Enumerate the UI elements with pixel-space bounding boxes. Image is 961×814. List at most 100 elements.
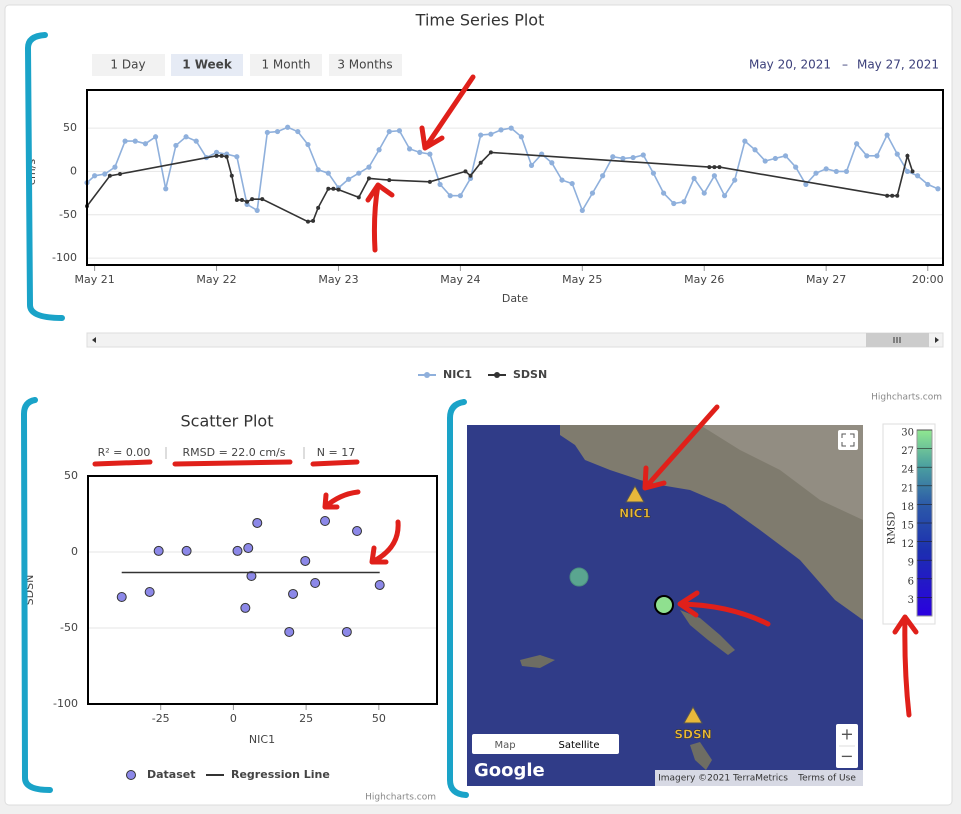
scatter-point	[153, 545, 164, 556]
credits[interactable]: Highcharts.com	[871, 393, 942, 403]
point	[843, 168, 850, 175]
plot-frame	[86, 89, 944, 266]
point	[447, 193, 453, 199]
x-tick-label: May 23	[318, 273, 358, 286]
point	[895, 193, 900, 198]
x-tick-label: 25	[299, 712, 313, 725]
y-tick-label: -50	[59, 208, 77, 221]
arrow	[322, 489, 361, 510]
terms-link[interactable]: Terms of Use	[797, 774, 856, 784]
point	[234, 198, 239, 203]
point	[417, 149, 423, 155]
point	[910, 169, 915, 174]
y-tick-label: -100	[53, 697, 78, 710]
date-sep: –	[842, 58, 848, 72]
point	[589, 190, 596, 196]
legend-label[interactable]: Regression Line	[231, 768, 330, 781]
fullscreen-button[interactable]	[838, 430, 858, 450]
rmsd-marker[interactable]	[654, 595, 674, 615]
legend-symbol	[424, 372, 430, 378]
colorbar-label: 6	[908, 576, 914, 587]
legend-label[interactable]: NIC1	[443, 368, 472, 381]
point	[854, 141, 860, 147]
point	[478, 132, 484, 138]
point	[833, 168, 839, 175]
chart-title: Scatter Plot	[181, 412, 274, 431]
scrollbar-track	[86, 332, 944, 348]
stat: N = 17	[317, 446, 355, 459]
scatter-point	[320, 515, 331, 526]
map-type-button[interactable]: Map	[494, 740, 515, 751]
point	[305, 141, 311, 148]
map[interactable]	[467, 425, 863, 786]
button-bg	[329, 54, 402, 76]
scroll-right[interactable]	[935, 337, 939, 343]
annotations	[20, 32, 919, 798]
range-button[interactable]: 3 Months	[337, 58, 392, 72]
zoom-in[interactable]: +	[840, 725, 853, 744]
scatter-point	[116, 591, 127, 602]
colorbar-title: RMSD	[887, 512, 898, 545]
scatter-point	[144, 586, 155, 597]
point	[620, 155, 626, 162]
point	[264, 129, 270, 136]
credits[interactable]: Highcharts.com	[365, 793, 436, 803]
scrollbar[interactable]	[86, 332, 944, 348]
scatter-point	[352, 526, 363, 537]
point	[935, 186, 941, 192]
x-tick-label: 20:00	[912, 273, 944, 286]
grip	[893, 337, 901, 343]
scatter-point	[243, 543, 254, 554]
legend-symbol	[126, 770, 136, 780]
point	[224, 154, 229, 159]
point	[823, 166, 829, 172]
date-to[interactable]: May 27, 2021	[857, 58, 939, 72]
range-button[interactable]: 1 Day	[110, 58, 145, 72]
point	[650, 170, 657, 176]
button-bg	[250, 54, 322, 76]
point	[640, 152, 646, 158]
x-tick-label: -25	[152, 712, 170, 725]
arrow	[365, 182, 395, 253]
point	[630, 154, 636, 161]
legend-label[interactable]: Dataset	[147, 768, 196, 781]
point	[569, 180, 575, 187]
point	[803, 181, 809, 188]
stat: RMSD = 22.0 cm/s	[183, 446, 286, 459]
zoom-out[interactable]: −	[840, 747, 853, 766]
scatter-point	[232, 545, 243, 556]
range-buttons: 1 Day 1 Week 1 Month 3 Months	[92, 54, 402, 76]
station-marker[interactable]	[625, 484, 645, 503]
arrow	[642, 404, 720, 491]
point	[254, 207, 260, 214]
map-type[interactable]	[472, 734, 619, 754]
point	[681, 199, 687, 205]
point	[239, 198, 244, 203]
point	[366, 176, 371, 181]
land	[700, 425, 863, 520]
scatter-point	[300, 555, 311, 566]
date-from[interactable]: May 20, 2021	[749, 58, 831, 72]
station-marker[interactable]	[683, 705, 703, 724]
point	[316, 205, 321, 210]
point	[579, 207, 585, 214]
point	[468, 173, 473, 178]
rmsd-marker[interactable]	[569, 567, 589, 587]
point	[366, 164, 372, 170]
range-button[interactable]: 1 Month	[261, 58, 310, 72]
underline	[92, 459, 360, 467]
point	[437, 181, 443, 188]
island	[520, 655, 555, 668]
map-type-button[interactable]: Satellite	[559, 740, 600, 751]
point	[325, 170, 331, 176]
point	[387, 178, 392, 183]
point	[518, 134, 524, 140]
point	[427, 151, 433, 157]
range-button[interactable]: 1 Week	[182, 58, 233, 72]
x-tick-label: May 26	[684, 273, 724, 286]
point	[163, 186, 169, 192]
point	[132, 138, 138, 144]
scroll-left[interactable]	[92, 337, 96, 343]
legend-label[interactable]: SDSN	[513, 368, 547, 381]
colorbar-label: 27	[901, 446, 914, 457]
